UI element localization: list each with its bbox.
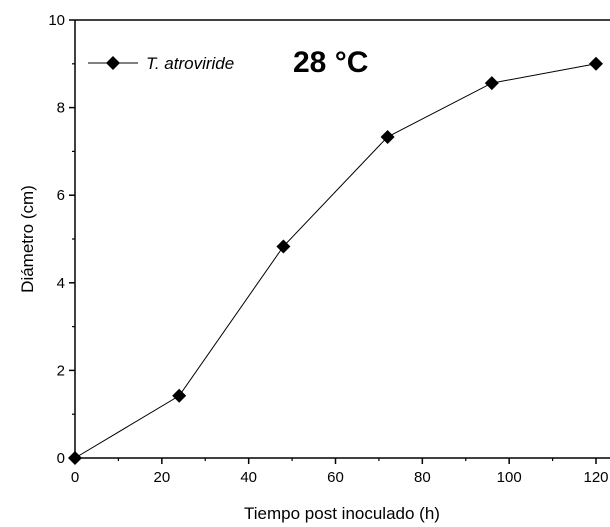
x-tick-label: 0 (71, 469, 79, 486)
series-line (74, 63, 597, 459)
plot-frame (74, 19, 610, 459)
y-tick-label: 2 (57, 362, 65, 379)
y-tick-label: 10 (48, 12, 65, 29)
x-tick-label: 120 (583, 469, 608, 486)
legend: T. atroviride (88, 54, 234, 73)
y-tick-label: 6 (57, 187, 65, 204)
data-point-diamond (380, 129, 395, 144)
y-axis-ticks: 0 2 4 6 8 10 (48, 12, 75, 467)
x-tick-label: 40 (240, 469, 257, 486)
legend-diamond-marker (106, 56, 120, 70)
y-tick-label: 8 (57, 100, 65, 117)
x-tick-label: 100 (497, 469, 522, 486)
x-tick-label: 20 (153, 469, 170, 486)
y-tick-label: 4 (57, 275, 65, 292)
x-tick-label: 80 (414, 469, 431, 486)
x-axis-title: Tiempo post inoculado (h) (244, 504, 440, 523)
series-layer (68, 56, 603, 465)
legend-label: T. atroviride (146, 54, 234, 73)
temperature-annotation: 28 °C (293, 46, 368, 79)
data-point-diamond (172, 388, 187, 403)
data-point-diamond (276, 239, 291, 254)
data-point-diamond (589, 56, 603, 71)
x-axis-ticks: 0 20 40 60 80 100 120 (71, 458, 609, 486)
data-point-diamond (484, 76, 499, 91)
data-point-diamond (68, 451, 82, 465)
x-tick-label: 60 (327, 469, 344, 486)
y-tick-label: 0 (57, 450, 65, 467)
y-axis-title: Diámetro (cm) (18, 185, 37, 293)
